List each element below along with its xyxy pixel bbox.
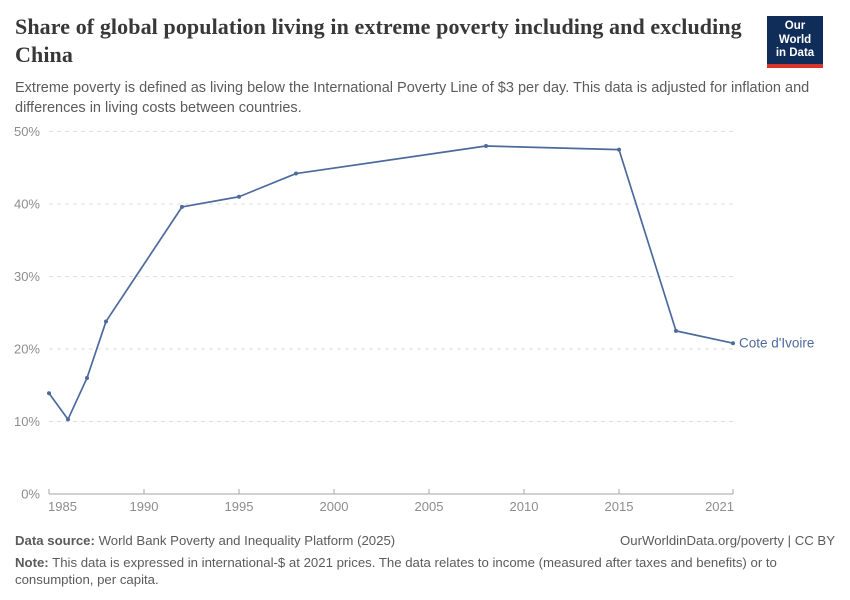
data-source-text: World Bank Poverty and Inequality Platfo… xyxy=(98,533,396,548)
series-line xyxy=(48,145,734,421)
owid-logo: Our World in Data xyxy=(767,16,823,68)
chart-header: Share of global population living in ext… xyxy=(15,13,835,118)
y-tick-label: 0% xyxy=(21,487,40,502)
y-tick-label: 10% xyxy=(14,414,40,429)
footnote: Note: This data is expressed in internat… xyxy=(15,555,810,589)
data-point xyxy=(674,328,678,333)
x-tick-label: 2010 xyxy=(510,499,539,514)
chart-title: Share of global population living in ext… xyxy=(15,14,742,67)
series-label: Cote d'Ivoire xyxy=(739,336,814,351)
data-source: Data source: World Bank Poverty and Ineq… xyxy=(15,533,395,550)
data-point xyxy=(85,376,89,380)
y-tick-label: 40% xyxy=(14,197,40,212)
data-point xyxy=(47,391,51,396)
y-tick-label: 20% xyxy=(14,342,40,357)
owid-logo-line2: in Data xyxy=(775,47,815,59)
x-tick-label: 2005 xyxy=(415,499,444,514)
y-tick-label: 30% xyxy=(14,269,40,284)
data-point xyxy=(66,417,70,422)
data-source-label: Data source: xyxy=(15,533,95,548)
owid-logo-line1: Our World xyxy=(778,20,812,46)
source-row: Data source: World Bank Poverty and Ineq… xyxy=(15,533,835,550)
footnote-label: Note: xyxy=(15,554,49,570)
chart-subtitle: Extreme poverty is defined as living bel… xyxy=(15,79,810,116)
data-point xyxy=(104,319,108,324)
data-point xyxy=(617,147,621,152)
x-tick-label: 1990 xyxy=(130,499,159,514)
attribution: OurWorldinData.org/poverty | CC BY xyxy=(620,533,835,548)
chart-footer: Data source: World Bank Poverty and Ineq… xyxy=(15,533,835,589)
data-point xyxy=(731,341,735,346)
y-tick-label: 50% xyxy=(14,124,40,139)
data-point xyxy=(294,171,298,176)
footnote-text: This data is expressed in international-… xyxy=(15,554,777,587)
x-tick-label: 1995 xyxy=(225,499,254,514)
x-tick-label: 2000 xyxy=(320,499,349,514)
x-tick-label: 2015 xyxy=(605,499,634,514)
x-tick-label: 1985 xyxy=(48,499,77,514)
data-point xyxy=(484,144,488,148)
x-tick-label: 2021 xyxy=(705,499,734,514)
data-point xyxy=(180,204,184,209)
data-point xyxy=(237,194,241,199)
